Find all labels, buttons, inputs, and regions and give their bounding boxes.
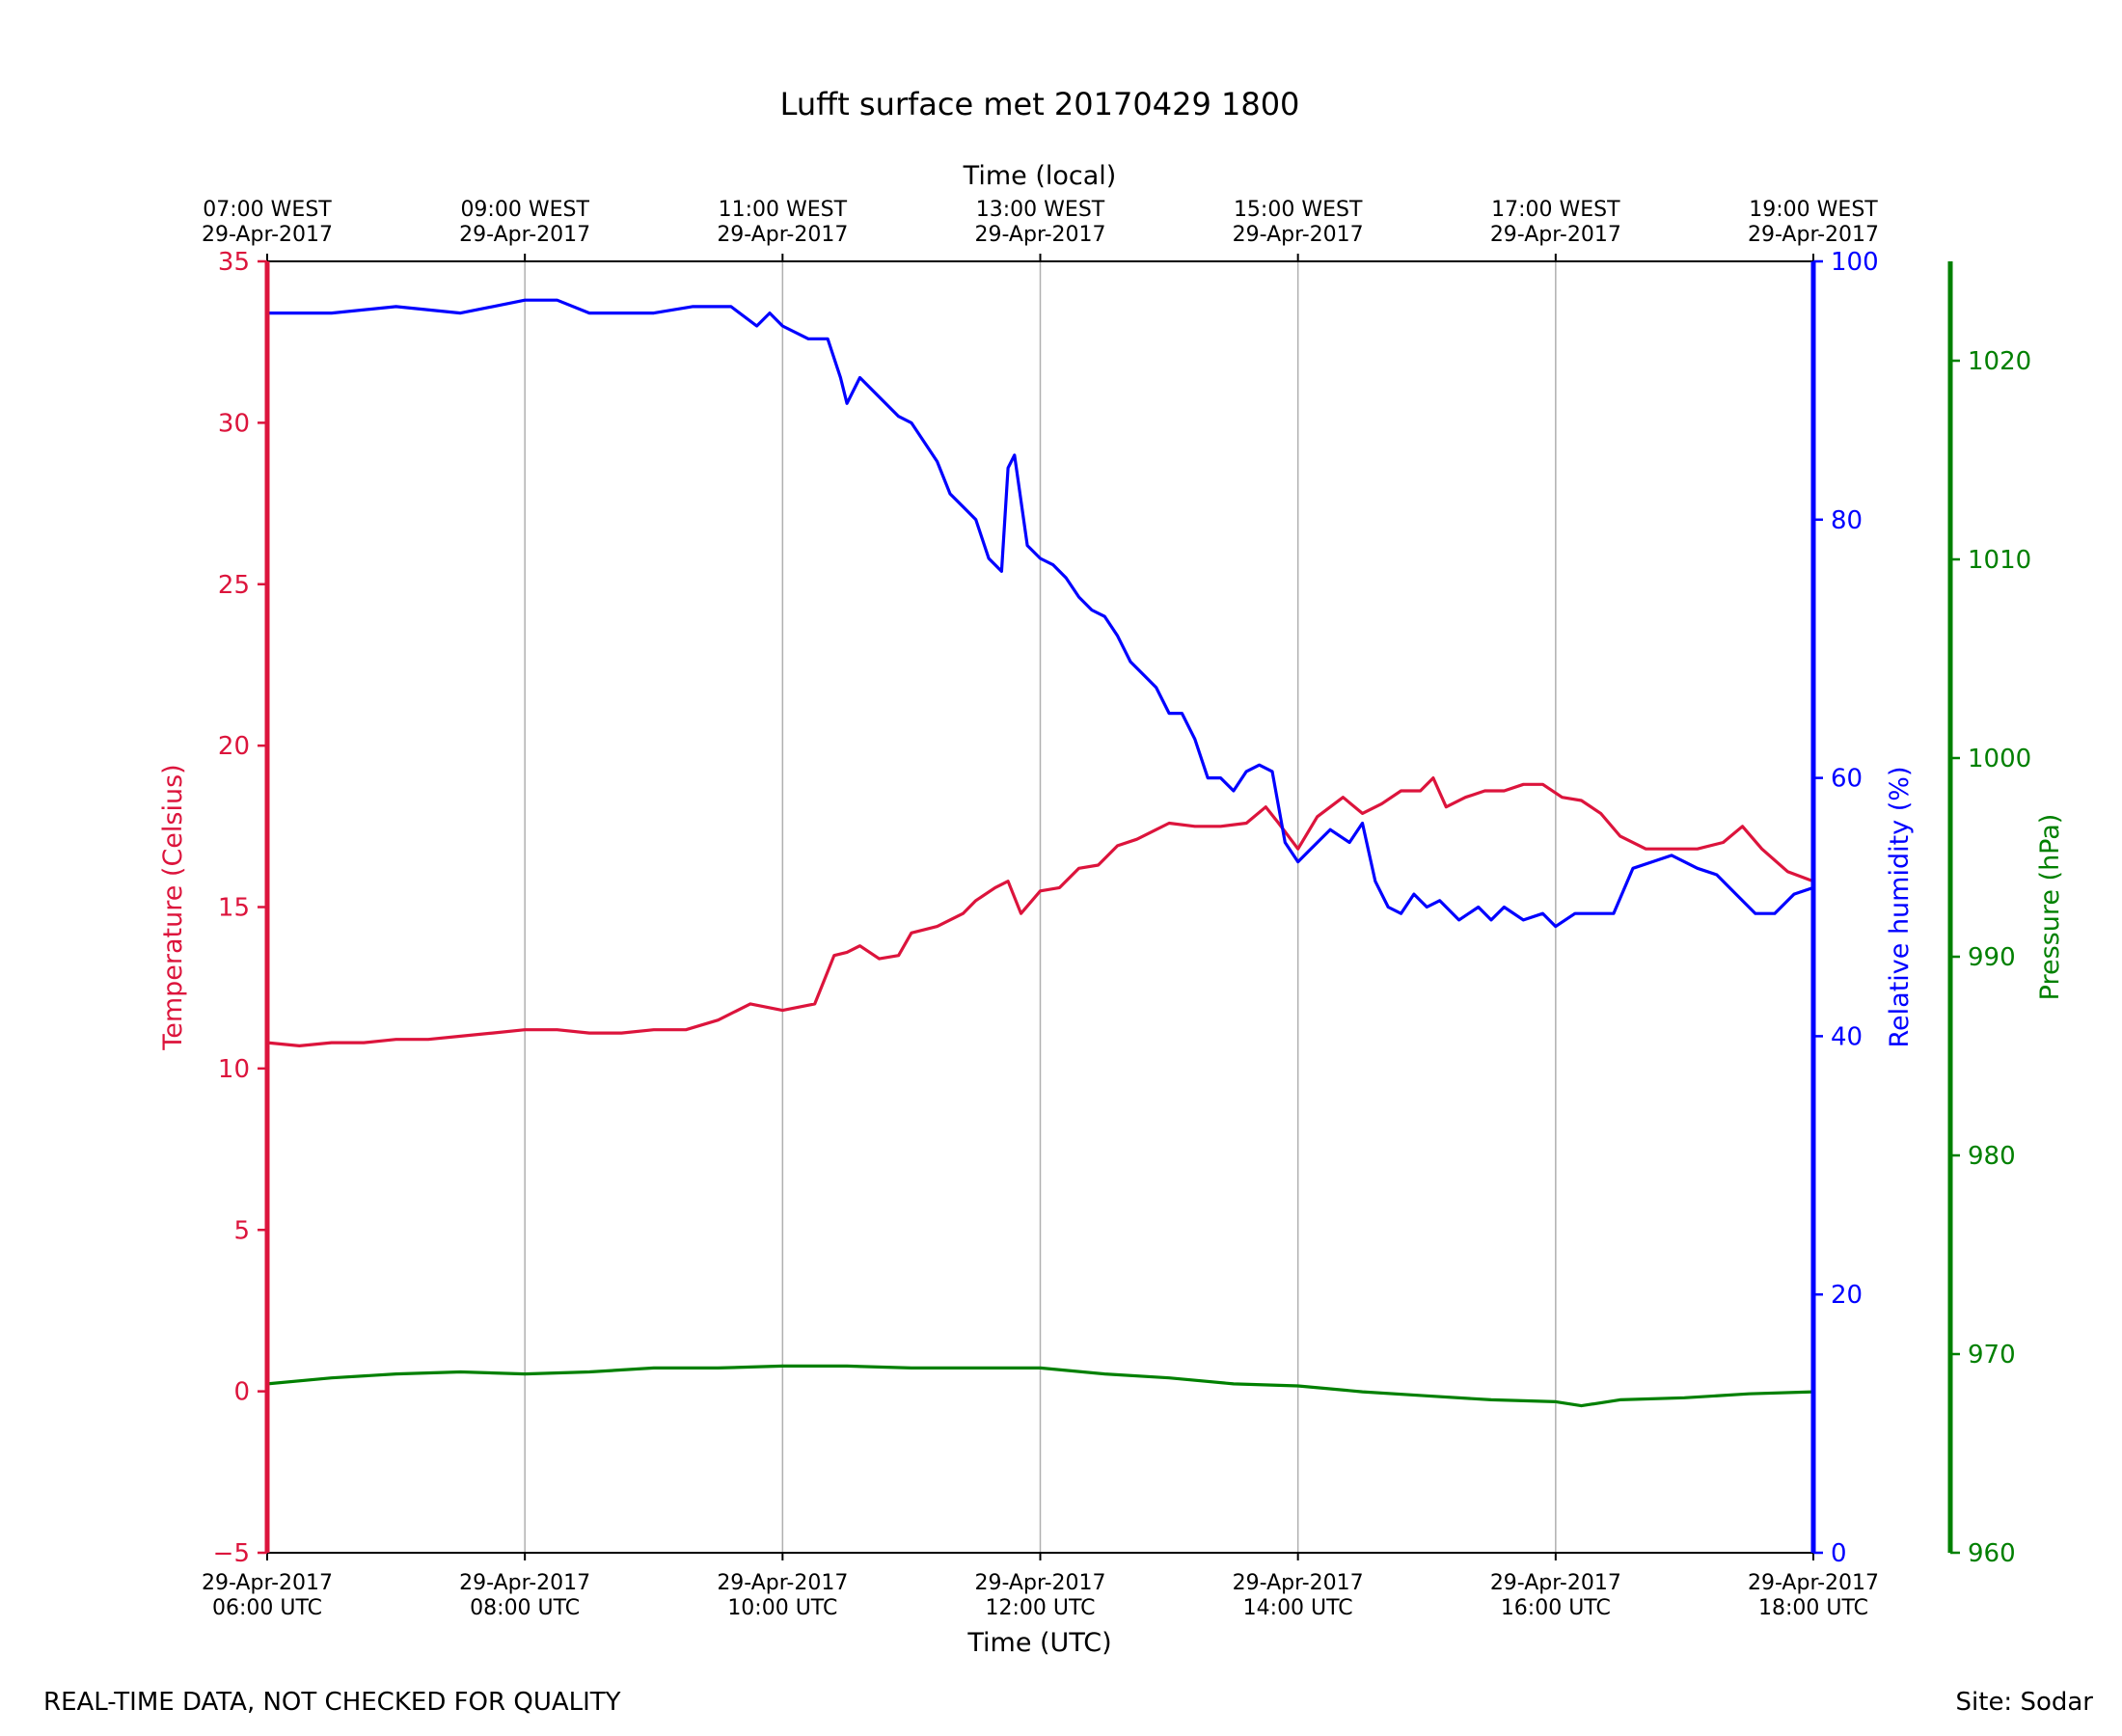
plot-area (266, 298, 1814, 1408)
y-tick-label-pres: 1010 (1968, 546, 2031, 575)
y-tick-label-temp: 10 (218, 1055, 250, 1084)
x2-tick-label: 29-Apr-2017 (202, 223, 333, 247)
site-label: Site: Sodar (1955, 1688, 2093, 1717)
x2-tick-label: 29-Apr-2017 (1748, 223, 1879, 247)
x2-tick-label: 19:00 WEST (1749, 198, 1878, 222)
x2-tick-label: 15:00 WEST (1234, 198, 1363, 222)
x2-tick-label: 09:00 WEST (460, 198, 589, 222)
x-tick-label: 29-Apr-2017 (459, 1571, 590, 1595)
y-tick-label-rh: 80 (1831, 506, 1863, 535)
y-tick-label-temp: −5 (213, 1539, 250, 1568)
y-tick-label-temp: 15 (218, 894, 250, 923)
chart-title: Lufft surface met 20170429 1800 (780, 86, 1300, 122)
series-line-temp (266, 775, 1814, 1048)
x-tick-label: 29-Apr-2017 (974, 1571, 1105, 1595)
x-tick-label: 08:00 UTC (470, 1596, 580, 1620)
y-tick-label-pres: 990 (1968, 943, 2016, 972)
y-tick-label-pres: 1000 (1968, 745, 2031, 773)
x2-tick-label: 29-Apr-2017 (717, 223, 848, 247)
x-tick-label: 10:00 UTC (727, 1596, 837, 1620)
x-tick-label: 18:00 UTC (1758, 1596, 1868, 1620)
y-axis-label-temp: Temperature (Celsius) (158, 764, 188, 1050)
y-tick-label-temp: 30 (218, 409, 250, 438)
x-gridlines (524, 261, 1557, 1553)
y-tick-label-rh: 100 (1831, 248, 1879, 277)
y-axis-label-rh: Relative humidity (%) (1885, 766, 1915, 1047)
y-tick-label-temp: 35 (218, 248, 250, 277)
series-line-rh (267, 298, 1814, 929)
x-tick-label: 12:00 UTC (985, 1596, 1095, 1620)
y-tick-label-temp: 20 (218, 732, 250, 761)
x-tick-label: 29-Apr-2017 (202, 1571, 333, 1595)
x2-tick-label: 13:00 WEST (976, 198, 1105, 222)
y-tick-label-temp: 25 (218, 571, 250, 600)
y-tick-label-pres: 960 (1968, 1539, 2016, 1568)
x2-tick-label: 29-Apr-2017 (1490, 223, 1621, 247)
x-axis-label: Time (UTC) (966, 1628, 1111, 1658)
x-tick-label: 06:00 UTC (212, 1596, 322, 1620)
x-tick-label: 29-Apr-2017 (1490, 1571, 1621, 1595)
y-tick-label-temp: 0 (233, 1378, 250, 1407)
y-tick-label-pres: 1020 (1968, 347, 2031, 376)
quality-disclaimer: REAL-TIME DATA, NOT CHECKED FOR QUALITY (43, 1688, 621, 1717)
y-tick-label-rh: 20 (1831, 1281, 1863, 1310)
x2-tick-label: 17:00 WEST (1491, 198, 1620, 222)
x2-tick-label: 11:00 WEST (719, 198, 848, 222)
x2-tick-label: 29-Apr-2017 (459, 223, 590, 247)
x-tick-label: 29-Apr-2017 (1748, 1571, 1879, 1595)
x-tick-label: 14:00 UTC (1243, 1596, 1353, 1620)
series-line-pres (266, 1364, 1814, 1408)
x-tick-label: 16:00 UTC (1501, 1596, 1611, 1620)
y-tick-label-temp: 5 (233, 1216, 250, 1245)
x2-tick-label: 07:00 WEST (203, 198, 332, 222)
y-tick-label-pres: 980 (1968, 1142, 2016, 1171)
x2-tick-label: 29-Apr-2017 (974, 223, 1105, 247)
x2-tick-label: 29-Apr-2017 (1233, 223, 1364, 247)
x2-axis-label: Time (local) (963, 161, 1117, 191)
x-tick-label: 29-Apr-2017 (1233, 1571, 1364, 1595)
x-tick-label: 29-Apr-2017 (717, 1571, 848, 1595)
y-tick-label-rh: 40 (1831, 1022, 1863, 1051)
y-tick-label-rh: 0 (1831, 1539, 1847, 1568)
y-axis-label-pres: Pressure (hPa) (2035, 814, 2065, 1001)
y-tick-label-pres: 970 (1968, 1341, 2016, 1370)
y-tick-label-rh: 60 (1831, 765, 1863, 794)
